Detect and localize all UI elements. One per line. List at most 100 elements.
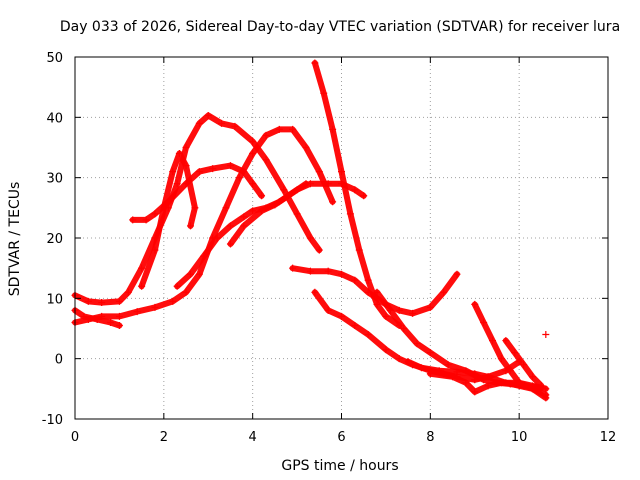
data-point-marker xyxy=(129,216,137,224)
y-tick-label: -10 xyxy=(42,413,63,428)
data-point-marker xyxy=(400,325,408,332)
data-point-marker xyxy=(115,312,123,320)
data-point-marker xyxy=(240,222,248,230)
data-point-marker xyxy=(386,306,394,314)
data-point-marker xyxy=(173,180,181,188)
data-point-marker xyxy=(258,207,266,215)
data-point-marker xyxy=(351,186,359,194)
data-point-marker xyxy=(395,306,403,314)
series-track-14 xyxy=(471,300,550,402)
data-point-marker xyxy=(404,358,412,366)
series-line xyxy=(227,180,309,247)
data-point-marker xyxy=(355,246,363,254)
data-point-marker xyxy=(382,312,390,320)
data-point-marker xyxy=(311,59,319,67)
data-point-marker xyxy=(231,122,239,130)
data-point-marker xyxy=(329,198,337,206)
x-tick-label: 6 xyxy=(337,430,345,445)
data-point-marker xyxy=(226,162,234,170)
data-point-marker xyxy=(520,361,528,369)
data-point-marker xyxy=(195,168,203,176)
series-track-15 xyxy=(502,337,545,390)
data-point-marker xyxy=(204,112,212,120)
series-line xyxy=(311,60,403,329)
data-point-marker xyxy=(133,308,141,316)
data-point-marker xyxy=(249,180,257,188)
data-point-marker xyxy=(329,125,337,133)
data-point-marker xyxy=(324,180,332,188)
data-point-marker xyxy=(537,382,545,390)
data-point-marker xyxy=(426,370,434,378)
data-point-marker xyxy=(373,288,381,296)
data-point-marker xyxy=(124,288,132,296)
data-point-marker xyxy=(289,125,297,133)
data-point-marker xyxy=(338,168,345,176)
data-point-marker xyxy=(360,192,368,200)
x-tick-label: 0 xyxy=(71,430,79,445)
data-point-marker xyxy=(471,300,479,308)
data-point-marker xyxy=(249,150,257,158)
data-point-marker xyxy=(426,349,434,357)
data-point-marker xyxy=(484,373,492,381)
data-point-marker xyxy=(320,89,328,97)
data-point-marker xyxy=(173,282,181,290)
data-point-marker xyxy=(364,276,372,284)
x-tick-label: 8 xyxy=(426,430,434,445)
y-tick-label: 50 xyxy=(46,51,63,66)
data-point-marker xyxy=(222,204,230,212)
data-point-marker xyxy=(115,321,123,329)
series-track-5 xyxy=(71,125,337,326)
data-point-marker xyxy=(218,119,226,127)
series-line xyxy=(72,126,336,326)
data-point-marker xyxy=(138,264,146,272)
data-point-marker xyxy=(293,210,301,218)
data-point-marker xyxy=(417,364,425,372)
data-point-marker xyxy=(84,297,92,305)
series-line xyxy=(138,150,198,290)
data-point-marker xyxy=(249,137,257,145)
grid-lines xyxy=(75,57,608,419)
data-point-marker xyxy=(489,337,497,345)
data-point-marker xyxy=(373,300,381,308)
data-point-marker xyxy=(249,207,257,215)
data-point-marker xyxy=(84,315,92,323)
series-track-3 xyxy=(138,150,199,290)
data-point-marker xyxy=(151,303,159,311)
series-line xyxy=(72,112,323,306)
data-point-marker xyxy=(502,337,510,345)
x-axis-label: GPS time / hours xyxy=(281,458,398,474)
data-point-marker xyxy=(262,156,270,164)
data-point-marker xyxy=(138,282,146,290)
data-point-marker xyxy=(426,303,434,311)
data-point-marker xyxy=(306,234,314,242)
y-axis-label: SDTVAR / TECUs xyxy=(7,182,23,297)
data-point-marker xyxy=(195,270,203,278)
data-point-marker xyxy=(235,174,243,182)
x-tick-label: 10 xyxy=(511,430,528,445)
data-point-marker xyxy=(175,150,183,158)
data-point-marker xyxy=(471,388,479,396)
data-point-marker xyxy=(182,162,190,170)
data-point-marker xyxy=(115,297,123,305)
data-point-marker xyxy=(542,394,550,402)
data-point-marker xyxy=(382,346,390,354)
data-point-marker xyxy=(271,201,279,209)
data-point-marker xyxy=(200,252,208,260)
data-point-marker xyxy=(413,340,421,348)
data-point-marker xyxy=(258,192,266,200)
data-point-marker xyxy=(453,368,461,376)
data-point-marker xyxy=(324,306,332,314)
data-point-marker xyxy=(364,331,372,339)
data-point-marker xyxy=(186,222,194,230)
y-tick-label: 40 xyxy=(46,111,63,126)
data-point-marker xyxy=(453,270,461,278)
axes: 0 2 4 6 8 10 12 -10 0 10 20 30 40 50 xyxy=(42,51,617,445)
series-track-9 xyxy=(311,59,403,329)
data-point-marker xyxy=(542,385,550,393)
data-point-marker xyxy=(182,144,190,151)
data-point-marker xyxy=(338,312,345,320)
data-point-marker xyxy=(98,312,106,320)
data-point-marker xyxy=(226,240,234,248)
data-point-marker xyxy=(462,379,470,387)
